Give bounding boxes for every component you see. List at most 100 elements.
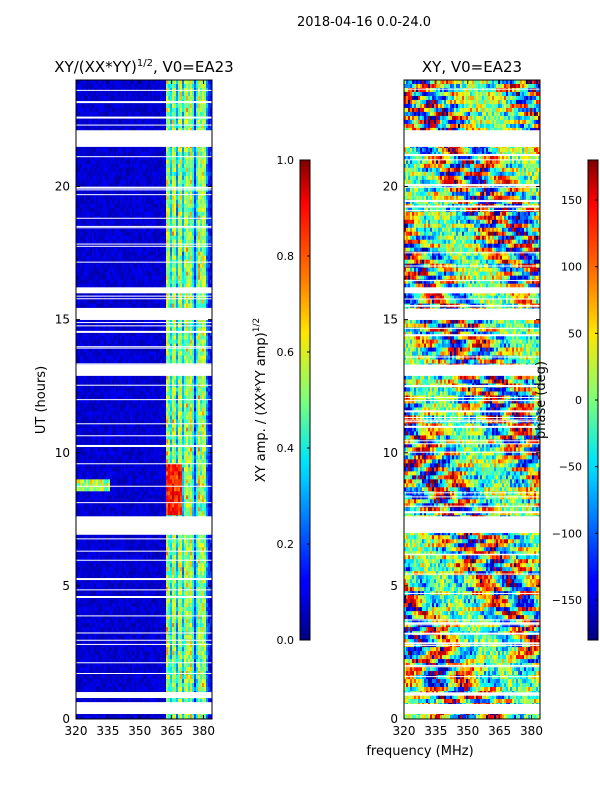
heatmap-cell (98, 319, 101, 325)
heatmap-cell (124, 211, 127, 217)
heatmap-cell (84, 123, 87, 129)
heatmap-cell (78, 195, 81, 201)
heatmap-cell (180, 167, 183, 173)
heatmap-cell (168, 343, 171, 349)
heatmap-cell (76, 275, 79, 281)
heatmap-cell (100, 91, 103, 97)
heatmap-cell (192, 343, 195, 349)
heatmap-cell (170, 219, 173, 225)
heatmap-cell (138, 279, 141, 285)
heatmap-cell (124, 355, 127, 361)
heatmap-cell (142, 183, 145, 189)
heatmap-cell (168, 283, 171, 289)
heatmap-cell (166, 351, 169, 357)
heatmap-cell (154, 95, 157, 101)
heatmap-cell (134, 207, 137, 213)
heatmap-cell (208, 355, 211, 361)
heatmap-cell (80, 263, 83, 269)
heatmap-cell (186, 151, 189, 157)
heatmap-cell (210, 127, 212, 133)
heatmap-cell (136, 219, 139, 225)
heatmap-cell (86, 359, 89, 365)
heatmap-cell (140, 255, 143, 261)
heatmap-cell (84, 339, 87, 345)
heatmap-cell (96, 211, 99, 217)
heatmap-cell (152, 251, 155, 257)
heatmap-cell (78, 299, 81, 305)
heatmap-cell (76, 111, 79, 117)
heatmap-cell (176, 203, 179, 209)
heatmap-cell (88, 239, 91, 245)
heatmap-cell (176, 319, 179, 325)
heatmap-cell (98, 347, 101, 353)
heatmap-cell (162, 211, 165, 217)
heatmap-cell (108, 127, 111, 133)
heatmap-cell (130, 271, 133, 277)
heatmap-cell (180, 171, 183, 177)
heatmap-cell (110, 319, 113, 325)
heatmap-cell (110, 123, 113, 129)
heatmap-cell (138, 211, 141, 217)
heatmap-cell (94, 163, 97, 169)
heatmap-cell (206, 263, 209, 269)
heatmap-cell (78, 335, 81, 341)
heatmap-cell (126, 111, 129, 117)
heatmap-cell (168, 155, 171, 161)
heatmap-cell (168, 355, 171, 361)
heatmap-cell (146, 271, 149, 277)
heatmap-cell (142, 347, 145, 353)
heatmap-cell (122, 111, 125, 117)
heatmap-cell (114, 295, 117, 301)
heatmap-cell (144, 339, 147, 345)
heatmap-cell (92, 291, 95, 297)
heatmap-cell (190, 271, 193, 277)
heatmap-cell (100, 251, 103, 257)
heatmap-cell (126, 80, 129, 85)
heatmap-cell (154, 275, 157, 281)
heatmap-cell (164, 239, 167, 245)
heatmap-cell (104, 331, 107, 337)
heatmap-cell (200, 91, 203, 97)
heatmap-cell (184, 251, 187, 257)
heatmap-cell (170, 119, 173, 125)
heatmap-cell (104, 95, 107, 101)
heatmap-cell (162, 359, 165, 365)
heatmap-cell (102, 279, 105, 285)
heatmap-cell (190, 159, 193, 165)
heatmap-cell (180, 359, 183, 365)
heatmap-cell (132, 151, 135, 157)
heatmap-cell (142, 167, 145, 173)
heatmap-cell (128, 271, 131, 277)
heatmap-cell (118, 291, 121, 297)
heatmap-cell (116, 275, 119, 281)
heatmap-cell (92, 359, 95, 365)
heatmap-cell (112, 107, 115, 113)
heatmap-cell (178, 303, 181, 309)
heatmap-cell (130, 279, 133, 285)
heatmap-cell (96, 171, 99, 177)
heatmap-cell (200, 283, 203, 289)
heatmap-cell (78, 283, 81, 289)
heatmap-cell (174, 359, 177, 365)
heatmap-cell (128, 119, 131, 125)
heatmap-cell (146, 251, 149, 257)
heatmap-cell (196, 107, 199, 113)
heatmap-cell (146, 339, 149, 345)
heatmap-cell (120, 91, 123, 97)
heatmap-cell (142, 351, 145, 357)
heatmap-cell (96, 299, 99, 305)
heatmap-cell (88, 319, 91, 325)
heatmap-cell (130, 127, 133, 133)
heatmap-cell (106, 195, 109, 201)
heatmap-cell (104, 271, 107, 277)
heatmap-cell (122, 147, 125, 153)
heatmap-cell (94, 347, 97, 353)
heatmap-cell (134, 119, 137, 125)
heatmap-cell (102, 339, 105, 345)
heatmap-cell (82, 275, 85, 281)
heatmap-cell (202, 191, 205, 197)
heatmap-cell (96, 155, 99, 161)
heatmap-cell (84, 291, 87, 297)
heatmap-cell (120, 275, 123, 281)
heatmap-cell (156, 339, 159, 345)
